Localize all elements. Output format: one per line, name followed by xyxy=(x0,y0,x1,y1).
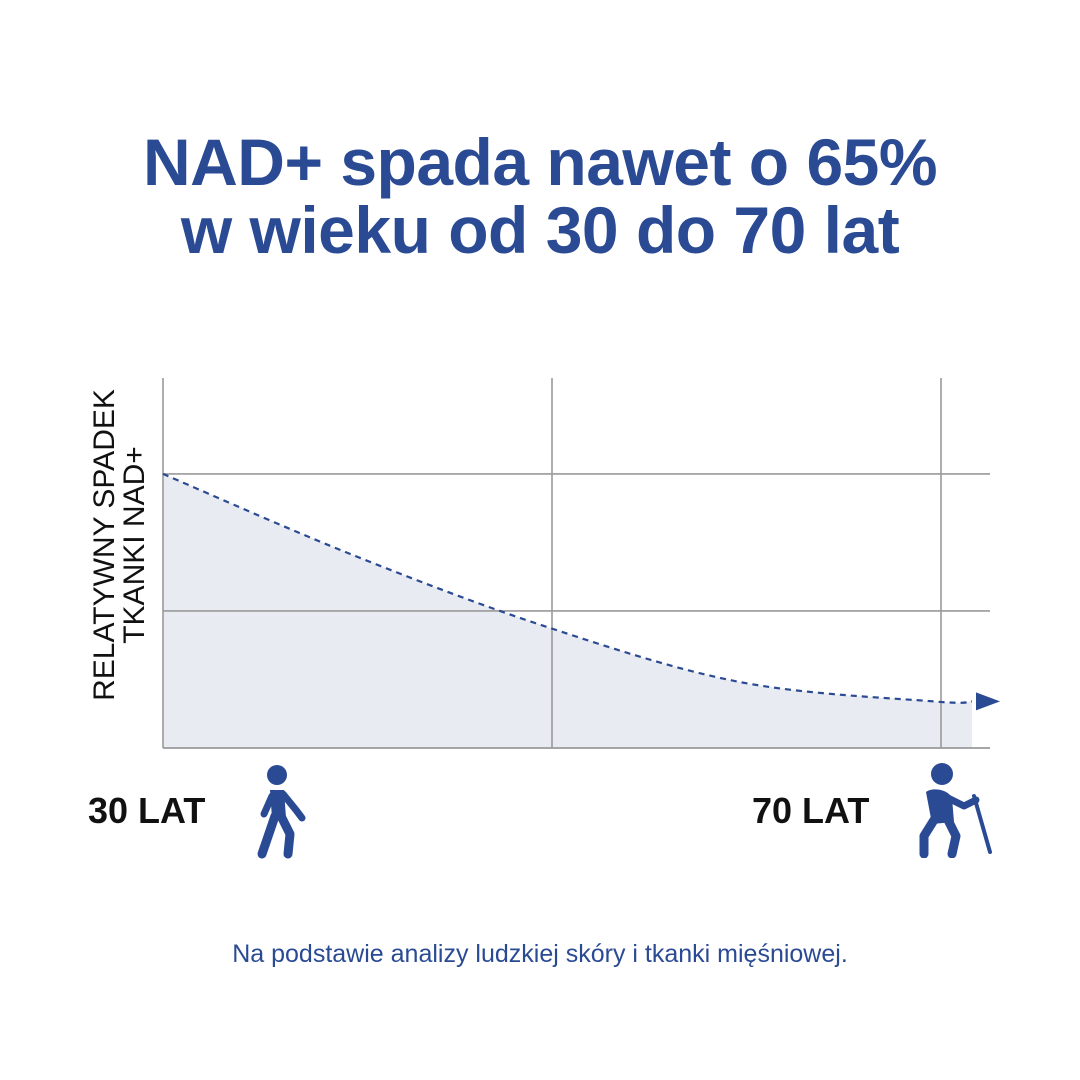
chart-arrowhead xyxy=(976,692,1000,711)
x-label-end: 70 LAT xyxy=(752,790,870,831)
title-line-2: w wieku od 30 do 70 lat xyxy=(180,193,900,267)
footnote: Na podstawie analizy ludzkiej skóry i tk… xyxy=(232,940,848,968)
chart-area-fill xyxy=(163,473,972,748)
page-title: NAD+ spada nawet o 65% w wieku od 30 do … xyxy=(0,128,1080,264)
walking-person-icon xyxy=(257,765,306,859)
x-label-start: 30 LAT xyxy=(88,790,206,831)
chart-series-line xyxy=(162,472,973,704)
title-line-1: NAD+ spada nawet o 65% xyxy=(142,125,938,199)
elderly-person-with-cane-icon xyxy=(919,763,992,858)
